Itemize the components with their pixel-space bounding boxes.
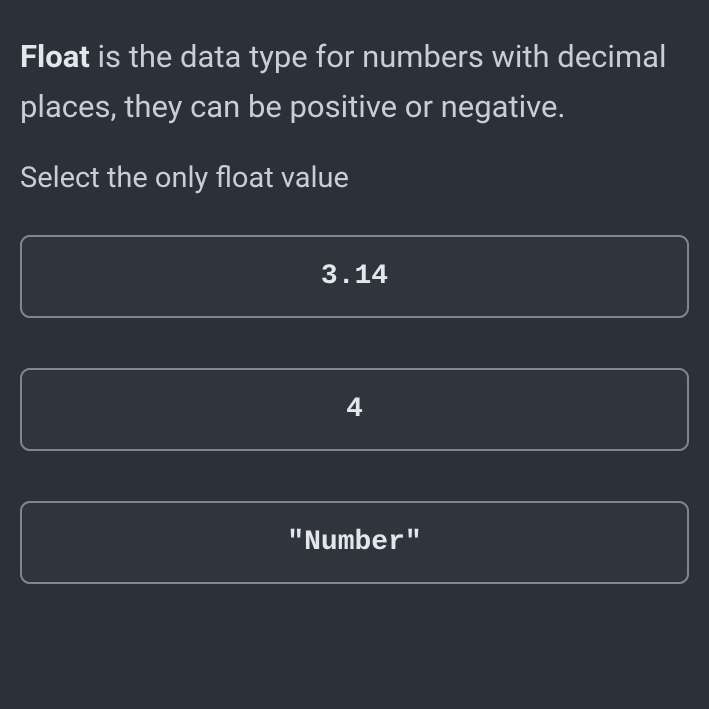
question-prompt: Select the only float value [20, 161, 689, 195]
intro-text: Float is the data type for numbers with … [20, 32, 689, 131]
intro-bold-term: Float [20, 38, 90, 75]
intro-rest: is the data type for numbers with decima… [20, 38, 667, 125]
options-list: 3.14 4 "Number" [20, 235, 689, 584]
option-button-2[interactable]: 4 [20, 368, 689, 451]
option-button-1[interactable]: 3.14 [20, 235, 689, 318]
quiz-container: Float is the data type for numbers with … [0, 0, 709, 604]
option-button-3[interactable]: "Number" [20, 501, 689, 584]
